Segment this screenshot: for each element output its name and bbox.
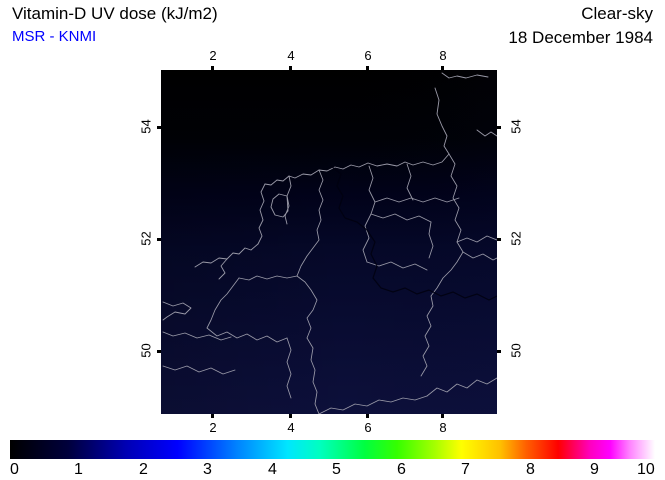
map-raster-area [161, 70, 497, 414]
colorbar-label-0: 0 [10, 461, 19, 478]
lat-label-right-3: 50 [508, 343, 524, 358]
lon-tick-4-top [289, 66, 292, 70]
lon-tick-8-bottom [441, 414, 444, 418]
lon-label-bottom-3: 6 [364, 420, 372, 435]
lat-label-left-3: 50 [138, 343, 154, 358]
lon-label-bottom-1: 2 [209, 420, 217, 435]
uv-field-longitudinal-shading [161, 70, 497, 414]
lon-tick-6-top [366, 66, 369, 70]
colorbar-label-5: 5 [332, 461, 341, 478]
lon-tick-4-bottom [289, 414, 292, 418]
lon-label-bottom-2: 4 [287, 420, 295, 435]
lat-tick-52-right [497, 238, 501, 241]
lon-label-top-4: 8 [439, 48, 447, 63]
lat-tick-52-left [157, 238, 161, 241]
colorbar-label-8: 8 [526, 461, 535, 478]
lon-tick-2-bottom [211, 414, 214, 418]
lat-tick-50-right [497, 350, 501, 353]
coastline-layer [162, 72, 497, 341]
colorbar-label-3: 3 [203, 461, 212, 478]
lat-tick-54-left [157, 126, 161, 129]
lat-tick-54-right [497, 126, 501, 129]
lon-label-top-3: 6 [364, 48, 372, 63]
lon-label-top-2: 4 [287, 48, 295, 63]
colorbar-label-9: 9 [590, 461, 599, 478]
colorbar-label-4: 4 [268, 461, 277, 478]
lon-label-top-1: 2 [209, 48, 217, 63]
colorbar-label-10: 10 [637, 461, 655, 478]
lat-label-right-2: 52 [508, 231, 524, 246]
lat-label-right-1: 54 [508, 119, 524, 134]
colorbar-label-6: 6 [397, 461, 406, 478]
map-vector-overlay [161, 70, 497, 414]
lon-tick-8-top [441, 66, 444, 70]
date-label: 18 December 1984 [508, 28, 653, 47]
page-title: Vitamin-D UV dose (kJ/m2) [12, 4, 218, 23]
lat-label-left-1: 54 [138, 119, 154, 134]
lon-tick-6-bottom [366, 414, 369, 418]
data-source-label: MSR - KNMI [12, 28, 97, 45]
uv-dose-colorbar [10, 440, 655, 459]
uv-dose-map [157, 66, 501, 418]
colorbar-tick-labels: 0 1 2 3 4 5 6 7 8 9 10 [0, 461, 665, 480]
colorbar-label-7: 7 [461, 461, 470, 478]
lat-label-left-2: 52 [138, 231, 154, 246]
lon-label-bottom-4: 8 [439, 420, 447, 435]
colorbar-label-1: 1 [74, 461, 83, 478]
country-border-layer [162, 153, 497, 414]
uv-contour-layer [330, 165, 497, 301]
colorbar-label-2: 2 [139, 461, 148, 478]
sky-condition-label: Clear-sky [581, 4, 653, 23]
lon-tick-2-top [211, 66, 214, 70]
lat-tick-50-left [157, 350, 161, 353]
